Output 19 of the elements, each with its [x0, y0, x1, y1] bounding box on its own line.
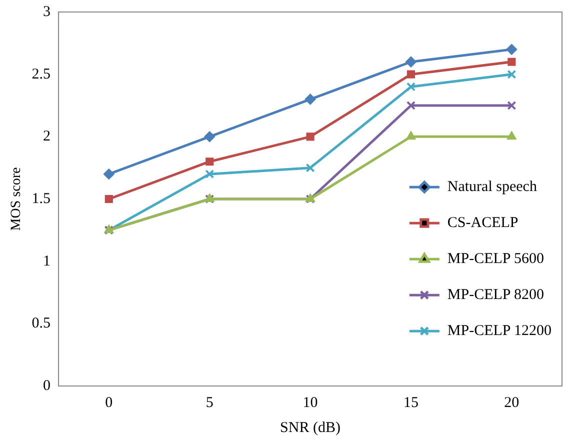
y-tick-label: 1.5	[32, 190, 51, 207]
y-axis-title: MOS score	[9, 167, 24, 231]
y-tick-label: 0.5	[32, 316, 51, 332]
y-tick-label: 3	[43, 4, 51, 20]
legend-label: MP-CELP 8200	[447, 287, 544, 304]
legend-label: Natural speech	[447, 179, 538, 196]
y-tick-label: 2.5	[32, 66, 51, 82]
legend-label: CS-ACELP	[447, 215, 518, 232]
y-tick-label: 1	[43, 253, 51, 270]
legend-label: MP-CELP 12200	[447, 323, 552, 340]
legend-label: MP-CELP 5600	[447, 251, 544, 268]
x-tick-label: 20	[504, 394, 520, 411]
x-tick-label: 0	[105, 394, 113, 411]
x-axis-title: SNR (dB)	[280, 420, 340, 436]
x-tick-label: 5	[206, 394, 214, 411]
x-tick-label: 15	[403, 394, 418, 411]
y-tick-label: 0	[43, 378, 51, 394]
x-tick-label: 10	[302, 394, 318, 411]
y-tick-label: 2	[43, 128, 51, 145]
